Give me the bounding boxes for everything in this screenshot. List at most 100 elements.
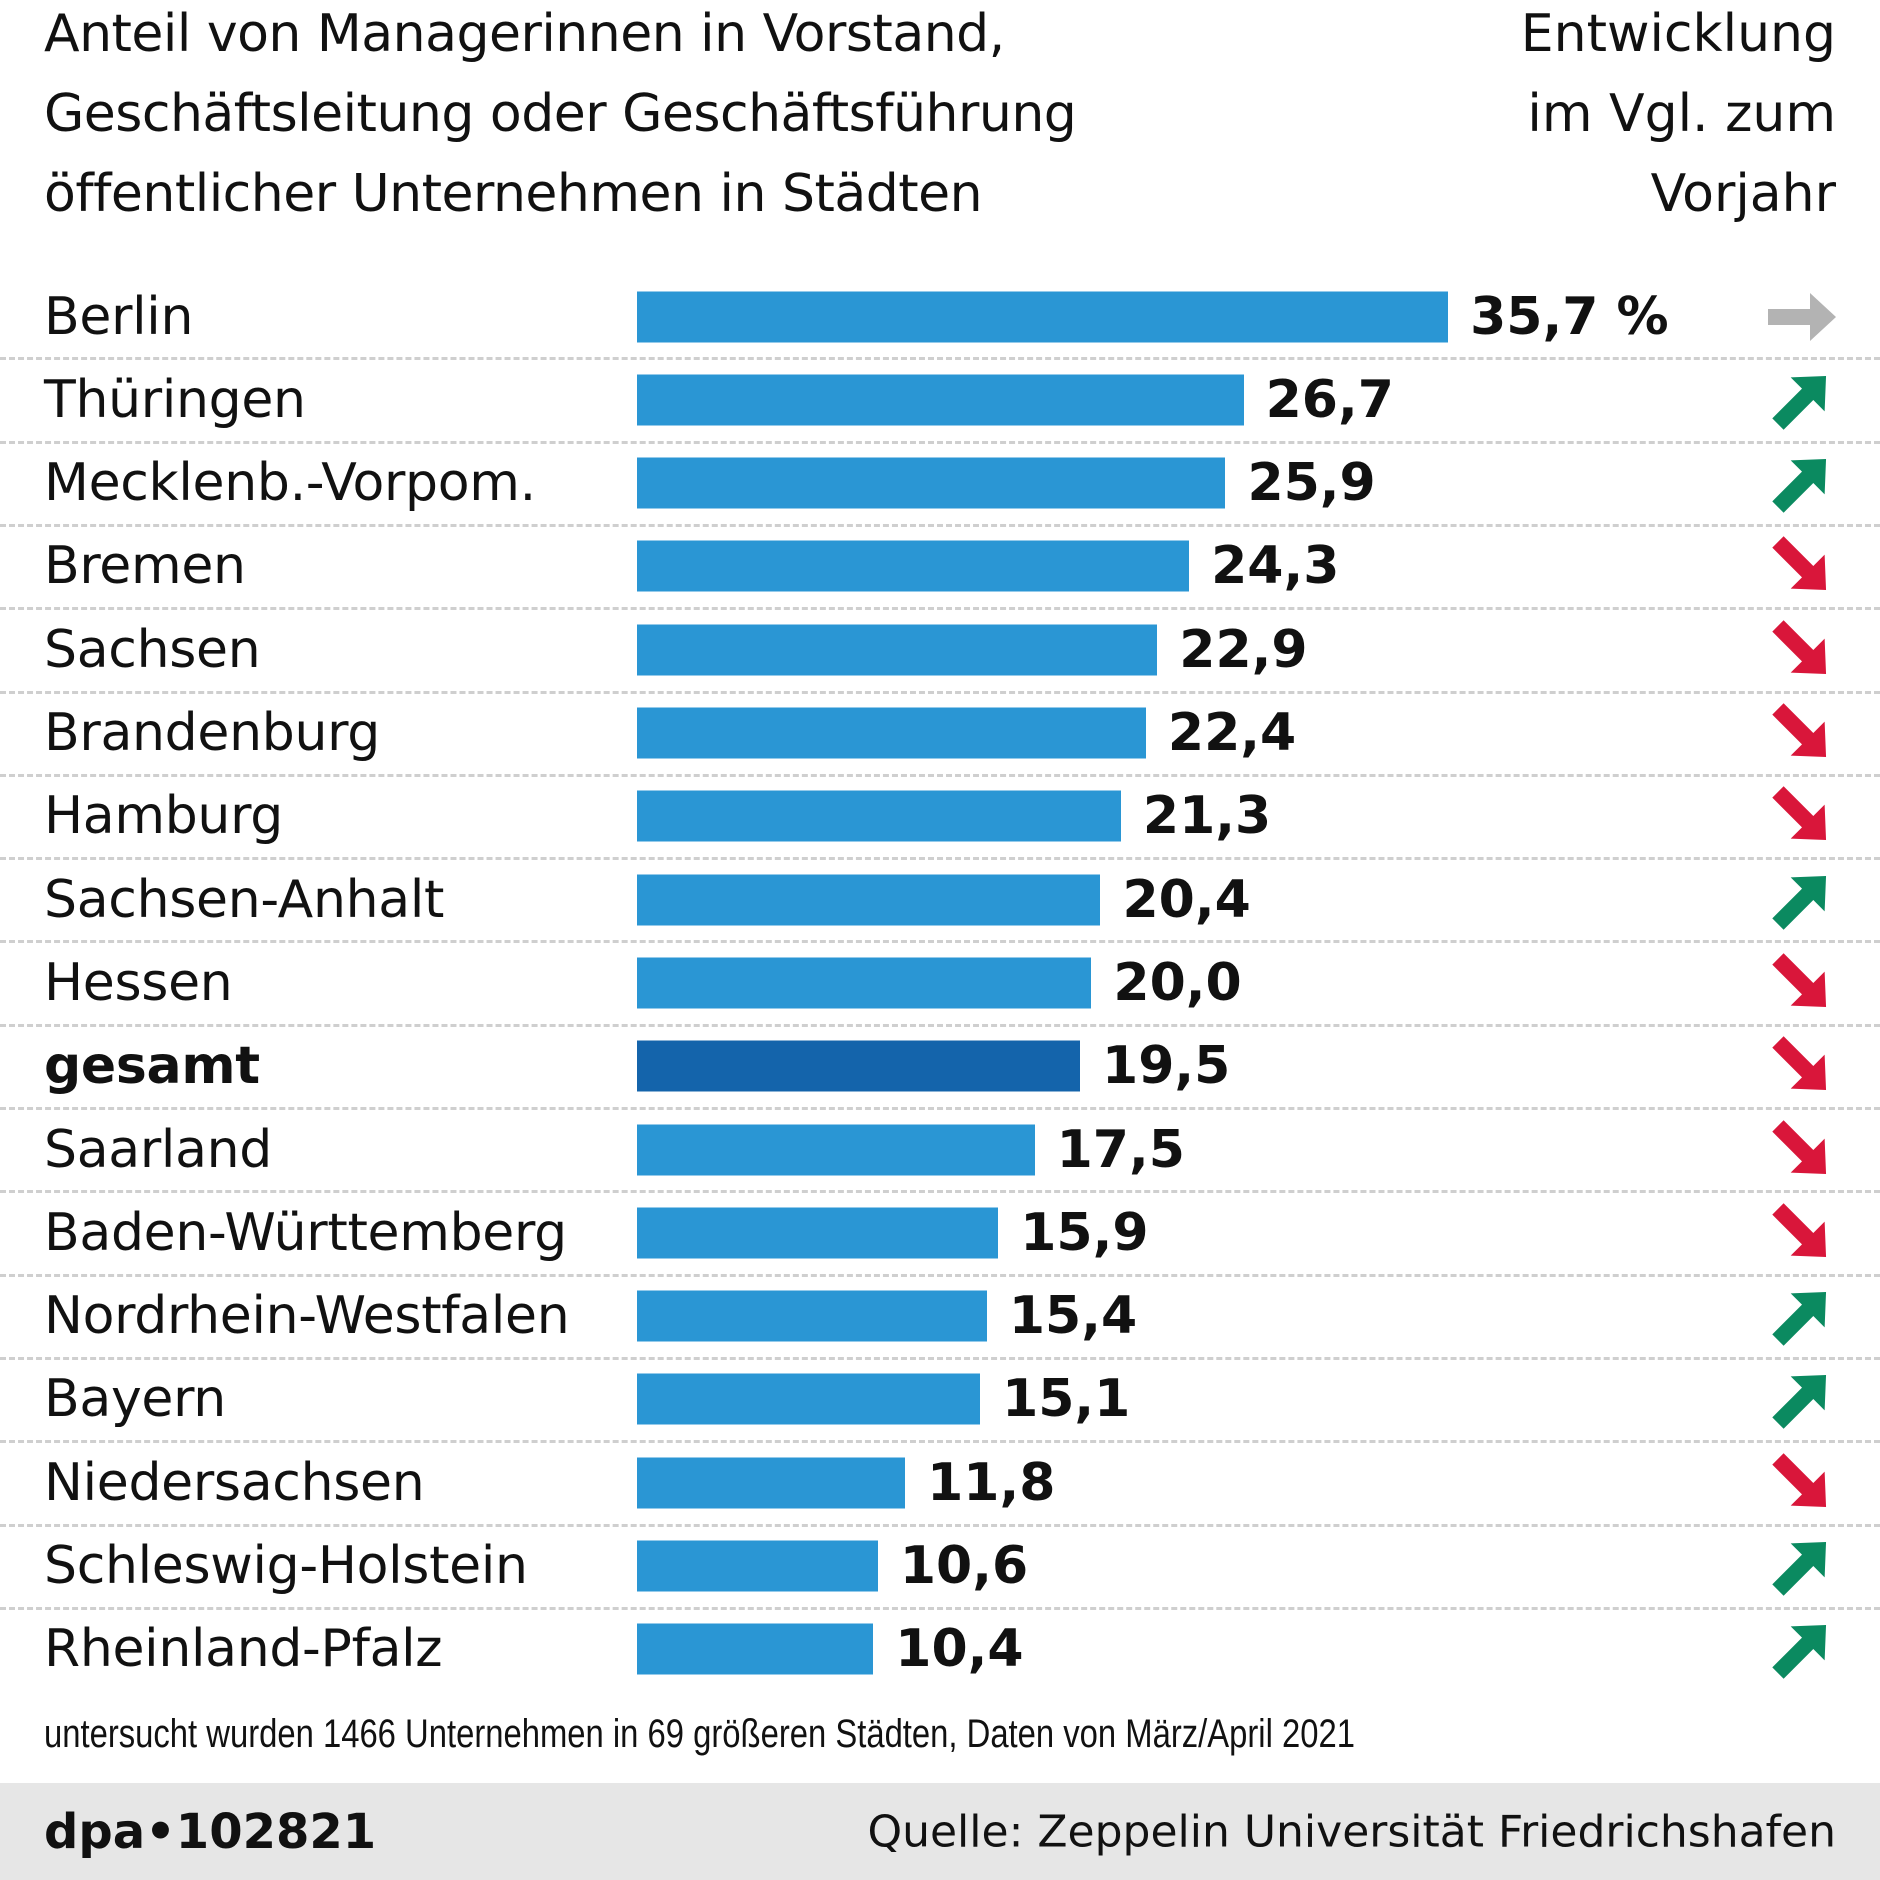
bar xyxy=(637,1373,981,1425)
bar xyxy=(637,790,1121,842)
trend-up-icon xyxy=(1772,459,1827,513)
trend-up-icon xyxy=(1772,1625,1827,1679)
bar xyxy=(637,1623,874,1675)
row-divider xyxy=(0,940,1880,944)
trend-up-icon xyxy=(1772,1541,1827,1596)
row-divider xyxy=(0,1107,1880,1110)
category-label: Hamburg xyxy=(44,786,283,847)
trend-down-icon xyxy=(1772,1452,1827,1507)
trend-down-icon xyxy=(1772,953,1827,1007)
source: Quelle: Zeppelin Universität Friedrichsh… xyxy=(867,1806,1836,1857)
bar xyxy=(637,374,1244,426)
bar-row: Saarland 17,5 xyxy=(0,1108,1880,1191)
bar-row: Bremen 24,3 xyxy=(0,525,1880,608)
value-label: 15,9 xyxy=(1020,1202,1149,1263)
row-divider xyxy=(0,1440,1880,1444)
footnote: untersucht wurden 1466 Unternehmen in 69… xyxy=(44,1712,1355,1756)
value-label: 15,1 xyxy=(1002,1369,1131,1430)
bar-row: Hamburg 21,3 xyxy=(0,775,1880,858)
trend-heading-line: im Vgl. zum xyxy=(1527,84,1836,144)
bar xyxy=(637,957,1092,1009)
row-divider xyxy=(0,1023,1880,1027)
category-label: Brandenburg xyxy=(44,703,380,763)
row-divider xyxy=(0,607,1880,611)
bar-row: Mecklenb.-Vorpom. 25,9 xyxy=(0,442,1880,525)
value-label: 10,6 xyxy=(899,1536,1029,1596)
trend-down-icon xyxy=(1772,536,1827,591)
value-label: 22,9 xyxy=(1179,619,1308,680)
value-label: 19,5 xyxy=(1102,1036,1231,1097)
bar-row: Hessen 20,0 xyxy=(0,941,1880,1024)
footer: dpa•102821 Quelle: Zeppelin Universität … xyxy=(0,1783,1880,1880)
trend-up-icon xyxy=(1772,1375,1827,1430)
category-label: Saarland xyxy=(44,1119,272,1180)
bar xyxy=(637,624,1158,676)
category-label: Sachsen-Anhalt xyxy=(44,869,445,930)
bar-row: Niedersachsen 11,8 xyxy=(0,1441,1880,1524)
category-label: Bremen xyxy=(44,536,246,597)
bar-row: gesamt 19,5 xyxy=(0,1025,1880,1108)
bar-row: Baden-Württemberg 15,9 xyxy=(0,1191,1880,1274)
bar-row: Sachsen 22,9 xyxy=(0,608,1880,691)
bar-row: Thüringen 26,7 xyxy=(0,358,1880,441)
category-label: Thüringen xyxy=(44,369,306,430)
trend-up-icon xyxy=(1772,375,1827,430)
category-label: Rheinland-Pfalz xyxy=(44,1619,443,1680)
row-divider xyxy=(0,1190,1880,1194)
bar xyxy=(637,1040,1081,1092)
trend-up-icon xyxy=(1772,1292,1827,1346)
value-label: 17,5 xyxy=(1056,1119,1185,1180)
value-label: 21,3 xyxy=(1142,786,1272,847)
value-label: 20,4 xyxy=(1122,869,1251,930)
row-divider xyxy=(0,690,1880,694)
bar-row: Brandenburg 22,4 xyxy=(0,692,1880,775)
value-label: 20,0 xyxy=(1113,952,1242,1013)
bar-row: Rheinland-Pfalz 10,4 xyxy=(0,1608,1880,1691)
trend-down-icon xyxy=(1772,1203,1827,1257)
category-label: Baden-Württemberg xyxy=(44,1202,567,1263)
bar xyxy=(637,540,1190,592)
row-divider xyxy=(0,440,1880,444)
value-label: 11,8 xyxy=(927,1452,1056,1513)
row-divider xyxy=(0,1273,1880,1277)
agency-id: dpa•102821 xyxy=(44,1803,377,1860)
bar-row: Berlin 35,7 % xyxy=(0,275,1880,358)
bar xyxy=(637,1124,1035,1175)
bar-row: Schleswig-Holstein 10,6 xyxy=(0,1525,1880,1608)
bar-row: Nordrhein-Westfalen 15,4 xyxy=(0,1275,1880,1358)
bar xyxy=(637,707,1146,759)
value-label: 26,7 xyxy=(1265,369,1394,430)
trend-heading-line: Entwicklung xyxy=(1520,4,1836,64)
trend-down-icon xyxy=(1772,786,1827,841)
title-line: Geschäftsleitung oder Geschäftsführung xyxy=(44,84,1077,144)
bar xyxy=(637,1457,906,1509)
row-divider xyxy=(0,1606,1880,1610)
bar xyxy=(637,1540,878,1592)
value-label: 22,4 xyxy=(1167,703,1297,763)
title-line: öffentlicher Unternehmen in Städten xyxy=(44,164,983,224)
row-divider xyxy=(0,1356,1880,1360)
trend-down-icon xyxy=(1772,1036,1827,1091)
category-label: Nordrhein-Westfalen xyxy=(44,1286,570,1347)
trend-heading-line: Vorjahr xyxy=(1650,164,1836,224)
bar xyxy=(637,874,1101,926)
value-label: 15,4 xyxy=(1008,1286,1138,1347)
value-label: 35,7 % xyxy=(1470,286,1669,347)
trend-up-icon xyxy=(1772,875,1827,930)
row-divider xyxy=(0,1523,1880,1527)
trend-same-icon xyxy=(1768,292,1836,341)
row-divider xyxy=(0,857,1880,861)
value-label: 10,4 xyxy=(895,1619,1024,1680)
trend-down-icon xyxy=(1772,619,1827,674)
category-label: Berlin xyxy=(44,286,194,347)
trend-heading: Entwicklung im Vgl. zum Vorjahr xyxy=(1521,0,1836,234)
trend-down-icon xyxy=(1772,1119,1827,1174)
title-line: Anteil von Managerinnen in Vorstand, xyxy=(44,4,1005,64)
bar xyxy=(637,457,1226,509)
value-label: 25,9 xyxy=(1247,453,1376,514)
category-label: Niedersachsen xyxy=(44,1452,425,1513)
bar xyxy=(637,1207,999,1259)
category-label: Schleswig-Holstein xyxy=(44,1536,528,1596)
bar xyxy=(637,1290,987,1342)
category-label: Mecklenb.-Vorpom. xyxy=(44,453,536,514)
